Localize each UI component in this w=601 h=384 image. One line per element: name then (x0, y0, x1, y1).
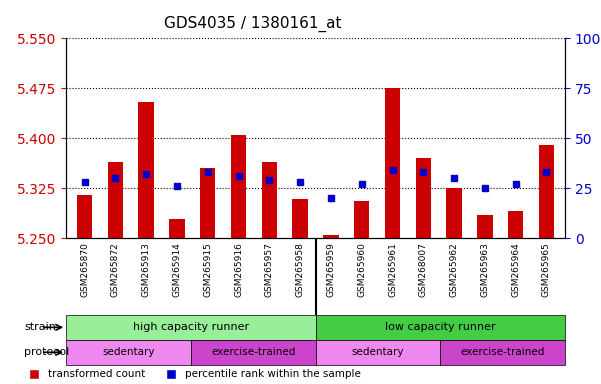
Bar (261, 162, 277, 238)
Text: GSM265963: GSM265963 (480, 242, 489, 297)
Text: GDS4035 / 1380161_at: GDS4035 / 1380161_at (163, 15, 341, 31)
Text: GSM265870: GSM265870 (80, 242, 89, 297)
Text: GSM265913: GSM265913 (142, 242, 151, 297)
Bar (316, 340, 440, 365)
Text: GSM265872: GSM265872 (111, 242, 120, 297)
Bar (108, 162, 123, 238)
Text: low capacity runner: low capacity runner (385, 322, 496, 333)
Text: exercise-trained: exercise-trained (211, 347, 295, 358)
Text: high capacity runner: high capacity runner (133, 322, 249, 333)
Bar (200, 168, 215, 238)
Text: GSM265957: GSM265957 (265, 242, 274, 297)
Bar (440, 340, 565, 365)
Text: strain: strain (24, 322, 56, 333)
Bar (323, 235, 338, 238)
Bar (477, 215, 493, 238)
Text: GSM265915: GSM265915 (203, 242, 212, 297)
Bar (66, 315, 316, 340)
Text: GSM265965: GSM265965 (542, 242, 551, 297)
Bar (293, 199, 308, 238)
Text: exercise-trained: exercise-trained (460, 347, 545, 358)
Bar (77, 195, 93, 238)
Bar (354, 202, 370, 238)
Text: sedentary: sedentary (352, 347, 404, 358)
Text: GSM265958: GSM265958 (296, 242, 305, 297)
Text: GSM265961: GSM265961 (388, 242, 397, 297)
Bar (138, 102, 154, 238)
Text: GSM265959: GSM265959 (326, 242, 335, 297)
Text: GSM265962: GSM265962 (450, 242, 459, 297)
Bar (169, 219, 185, 238)
Bar (66, 340, 191, 365)
Text: GSM265914: GSM265914 (172, 242, 182, 297)
Bar (385, 88, 400, 238)
Legend: transformed count, percentile rank within the sample: transformed count, percentile rank withi… (29, 369, 361, 379)
Text: GSM268007: GSM268007 (419, 242, 428, 297)
Bar (316, 315, 565, 340)
Text: GSM265960: GSM265960 (357, 242, 366, 297)
Text: sedentary: sedentary (102, 347, 154, 358)
Bar (538, 145, 554, 238)
Bar (231, 135, 246, 238)
Bar (191, 340, 316, 365)
Text: protocol: protocol (24, 347, 69, 358)
Text: GSM265964: GSM265964 (511, 242, 520, 297)
Bar (508, 212, 523, 238)
Text: GSM265916: GSM265916 (234, 242, 243, 297)
Bar (416, 158, 431, 238)
Bar (447, 188, 462, 238)
